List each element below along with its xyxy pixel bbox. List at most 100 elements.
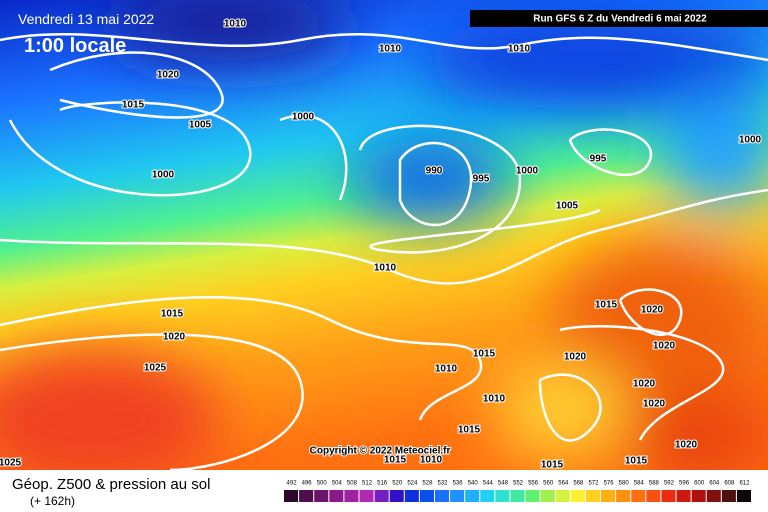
scale-cell — [540, 490, 555, 502]
scale-tick-label: 612 — [739, 481, 750, 487]
isobar-label: 1015 — [541, 460, 564, 471]
isobar-label: 1020 — [675, 440, 698, 451]
isobar-label: 1000 — [516, 166, 539, 177]
scale-cell — [661, 490, 676, 502]
scale-tick-label: 540 — [468, 481, 479, 487]
scale-tick-label: 504 — [332, 481, 343, 487]
scale-tick-label: 512 — [362, 481, 373, 487]
scale-cell — [585, 490, 601, 502]
scale-tick-label: 524 — [407, 481, 418, 487]
isobar-label: 1020 — [633, 379, 656, 390]
scale-tick-label: 572 — [588, 481, 599, 487]
date-label: Vendredi 13 mai 2022 — [18, 11, 154, 27]
isobar-label: 1015 — [595, 300, 618, 311]
scale-cell — [389, 490, 404, 502]
scale-cell — [510, 490, 525, 502]
isobar-label: 1000 — [739, 135, 762, 146]
isobar-label: 1010 — [379, 44, 402, 55]
scale-cell — [631, 490, 646, 502]
scale-cell — [374, 490, 389, 502]
scale-tick-label: 588 — [649, 481, 660, 487]
scale-cell — [676, 490, 691, 502]
scale-cell — [721, 490, 736, 502]
isobar-label: 1010 — [374, 263, 397, 274]
scale-tick-label: 584 — [634, 481, 645, 487]
scale-cell — [480, 490, 495, 502]
scale-cell — [570, 490, 585, 502]
isobar-label: 1015 — [458, 425, 481, 436]
isobar-label: 995 — [473, 174, 490, 185]
scale-cell — [646, 490, 661, 502]
scale-cell — [706, 490, 721, 502]
scale-tick-label: 528 — [422, 481, 433, 487]
scale-cell — [299, 490, 314, 502]
isobar-label: 1010 — [420, 455, 443, 466]
scale-tick-label: 592 — [664, 481, 675, 487]
scale-tick-label: 580 — [619, 481, 630, 487]
isobar-label: 990 — [426, 166, 443, 177]
scale-tick-label: 532 — [438, 481, 449, 487]
scale-cell — [419, 490, 434, 502]
scale-cell — [284, 490, 299, 502]
scale-cell — [450, 490, 465, 502]
isobar-label: 1010 — [483, 394, 506, 405]
scale-tick-label: 520 — [392, 481, 403, 487]
isobar-label: 1020 — [643, 399, 666, 410]
isobar-label: 1010 — [224, 19, 247, 30]
scale-tick-label: 568 — [573, 481, 584, 487]
scale-tick-label: 600 — [694, 481, 705, 487]
scale-cell — [616, 490, 631, 502]
scale-tick-label: 508 — [347, 481, 358, 487]
isobar-label: 995 — [590, 154, 607, 165]
scale-tick-label: 516 — [377, 481, 388, 487]
isobar-label: 1000 — [292, 112, 315, 123]
isobar-label: 1010 — [435, 364, 458, 375]
isobar-label: 1015 — [161, 309, 184, 320]
isobar-label: 1010 — [508, 44, 531, 55]
copyright: Copyright © 2022 Meteociel.fr — [310, 446, 451, 457]
isobar-label: 1025 — [0, 458, 22, 469]
scale-cell — [329, 490, 344, 502]
scale-cell — [525, 490, 540, 502]
time-label: 1:00 locale — [24, 35, 126, 57]
scale-tick-label: 552 — [513, 481, 524, 487]
isobar-label: 1020 — [641, 305, 664, 316]
scale-cell — [434, 490, 450, 502]
scale-tick-label: 492 — [287, 481, 298, 487]
isobar-label: 1015 — [625, 456, 648, 467]
legend-title: Géop. Z500 & pression au sol — [12, 476, 210, 493]
isobar-label: 1000 — [152, 170, 175, 181]
isobar-label: 1005 — [556, 201, 579, 212]
scale-cell — [404, 490, 419, 502]
isobar-label: 1015 — [122, 100, 145, 111]
scale-cell — [736, 490, 751, 502]
scale-tick-label: 564 — [558, 481, 569, 487]
scale-tick-label: 604 — [709, 481, 720, 487]
scale-tick-label: 608 — [724, 481, 735, 487]
scale-tick-label: 556 — [528, 481, 539, 487]
legend-lead: (+ 162h) — [30, 494, 75, 508]
isobar-label: 1005 — [189, 120, 212, 131]
scale-tick-label: 496 — [302, 481, 313, 487]
scale-tick-label: 500 — [317, 481, 328, 487]
scale-cell — [465, 490, 480, 502]
scale-tick-label: 576 — [604, 481, 615, 487]
isobar-label: 1015 — [473, 349, 496, 360]
isobar-label: 1020 — [653, 341, 676, 352]
scale-tick-label: 544 — [483, 481, 494, 487]
scale-cell — [344, 490, 359, 502]
isobar-label: 1025 — [144, 363, 167, 374]
isobars — [0, 32, 768, 472]
scale-tick-label: 596 — [679, 481, 690, 487]
scale-tick-label: 536 — [453, 481, 464, 487]
isobar-label: 1015 — [384, 455, 407, 466]
isobar-label: 1020 — [157, 70, 180, 81]
scale-tick-label: 560 — [543, 481, 554, 487]
scale-cell — [601, 490, 616, 502]
isobar-label: 1020 — [564, 352, 587, 363]
run-label: Run GFS 6 Z du Vendredi 6 mai 2022 — [533, 14, 707, 25]
run-box — [470, 10, 768, 27]
scale-tick-label: 548 — [498, 481, 509, 487]
scale-cell — [555, 490, 570, 502]
